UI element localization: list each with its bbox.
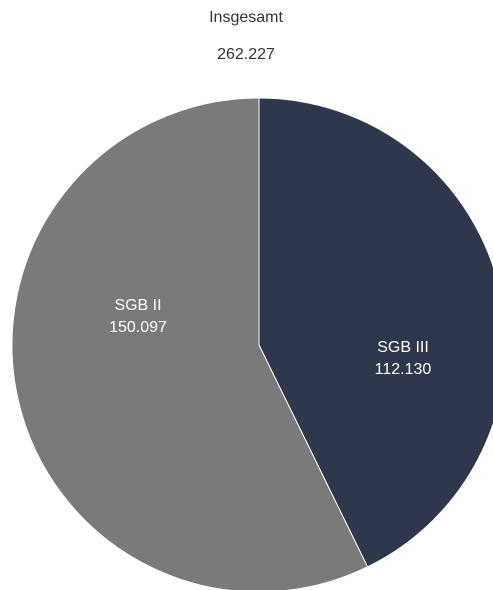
chart-title: Insgesamt <box>209 9 283 26</box>
slice-label: SGB II <box>114 297 161 314</box>
slice-value: 112.130 <box>375 361 432 378</box>
slice-value: 150.097 <box>109 319 167 336</box>
pie-slice <box>258 97 493 568</box>
slice-label: SGB III <box>377 339 429 356</box>
chart-subtitle: 262.227 <box>217 46 275 63</box>
pie-slice <box>11 97 369 590</box>
